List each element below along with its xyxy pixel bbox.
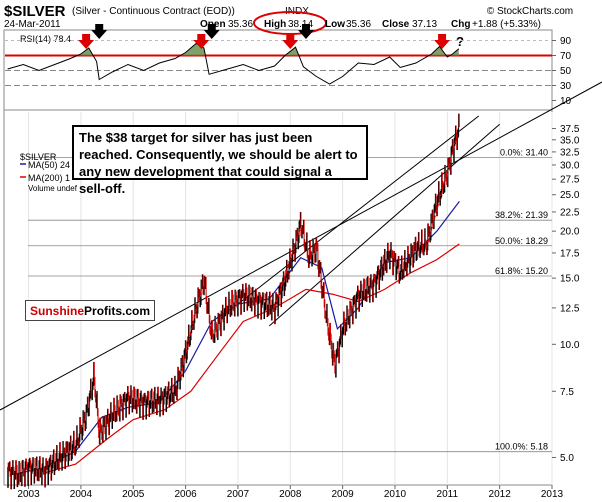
fib-label: 61.8%: 15.20 (495, 266, 548, 276)
x-tick-label: 2006 (174, 489, 197, 500)
red-arrow (78, 34, 95, 49)
chart-frame (3, 29, 553, 486)
rsi-question-mark: ? (456, 34, 464, 49)
long-trendline (0, 81, 602, 411)
symbol-title: $SILVER (4, 3, 66, 20)
price-y-tick-label: 37.5 (560, 124, 580, 135)
rally-dashed-line (425, 132, 459, 249)
close-value: 37.13 (412, 19, 437, 30)
x-tick-label: 2007 (227, 489, 250, 500)
x-tick-label: 2010 (384, 489, 407, 500)
rsi-y-tick-label: 50 (560, 66, 572, 77)
black-arrow (203, 24, 220, 39)
high-label: High (264, 19, 286, 30)
price-legend: $SILVER MA(50) 24 MA(200) 1 Volume undef (20, 152, 78, 193)
black-arrow (91, 24, 108, 39)
symbol-name: (Silver - Continuous Contract (EOD)) (72, 6, 235, 17)
chg-value: +1.88 (+5.33%) (472, 19, 541, 30)
sunshine-profits-logo: Sunshine Profits.com (25, 300, 156, 321)
price-y-tick-label: 15.0 (560, 274, 580, 285)
price-y-tick-label: 10.0 (560, 340, 580, 351)
chg-label: Chg (451, 19, 470, 30)
red-arrow (282, 34, 299, 49)
price-y-tick-label: 27.5 (560, 175, 580, 186)
rsi-y-tick-label: 30 (560, 81, 572, 92)
watermark: © StockCharts.com (487, 6, 573, 17)
x-tick-label: 2012 (489, 489, 512, 500)
price-panel: 2003 2004 2005 2006 2007 2008 2009 2010 2011 2012… (0, 81, 602, 500)
price-y-tick-label: 22.5 (560, 207, 580, 218)
price-y-tick-label: 25.0 (560, 190, 580, 201)
x-tick-label: 2009 (331, 489, 354, 500)
high-value: 38.14 (288, 19, 313, 30)
close-label: Close (382, 19, 410, 30)
x-tick-label: 2011 (437, 489, 459, 500)
open-value: 35.36 (228, 19, 253, 30)
price-y-tick-label: 20.0 (560, 227, 580, 238)
price-y-tick-label: 35.0 (560, 135, 580, 146)
x-tick-label: 2005 (122, 489, 145, 500)
rally-dashed-line (274, 226, 302, 309)
ma200-line (44, 243, 460, 474)
low-value: 35.36 (346, 19, 371, 30)
price-y-tick-label: 12.5 (560, 303, 580, 314)
legend-ma200: MA(200) 1 (28, 173, 70, 183)
annotation-callout: The $38 target for silver has just been … (72, 125, 368, 196)
channel-line (237, 115, 480, 305)
logo-part2: Profits.com (84, 303, 151, 318)
rsi-line (7, 42, 460, 85)
x-tick-label: 2013 (541, 489, 564, 500)
legend-volume: Volume undef (28, 184, 78, 193)
red-arrow (434, 34, 451, 49)
fib-label: 38.2%: 21.39 (495, 210, 548, 220)
fib-label: 50.0%: 18.29 (495, 236, 548, 246)
date-label: 24-Mar-2011 (4, 19, 61, 30)
x-tick-label: 2004 (70, 489, 93, 500)
black-arrow (297, 24, 314, 39)
channel-line (269, 123, 500, 327)
red-arrow (193, 34, 210, 49)
price-y-tick-label: 32.5 (560, 147, 580, 158)
legend-ma50: MA(50) 24 (28, 160, 70, 170)
rally-dashed-line (179, 289, 202, 377)
rsi-y-tick-label: 70 (560, 51, 572, 62)
price-y-tick-label: 17.5 (560, 248, 580, 259)
rsi-y-tick-label: 90 (560, 36, 572, 47)
x-tick-label: 2003 (17, 489, 40, 500)
x-tick-label: 2008 (279, 489, 302, 500)
price-y-tick-label: 7.5 (560, 387, 574, 398)
price-y-tick-label: 5.0 (560, 453, 574, 464)
rsi-title: RSI(14) 78.4 (20, 34, 71, 44)
rsi-panel: RSI(14) 78.4 ? 1030507090 (5, 24, 572, 107)
legend-silver: $SILVER (20, 152, 57, 162)
logo-part1: Sunshine (30, 303, 85, 318)
fib-label: 0.0%: 31.40 (500, 148, 548, 158)
price-y-tick-label: 30.0 (560, 160, 580, 171)
fib-label: 100.0%: 5.18 (495, 442, 548, 452)
low-label: Low (325, 19, 345, 30)
